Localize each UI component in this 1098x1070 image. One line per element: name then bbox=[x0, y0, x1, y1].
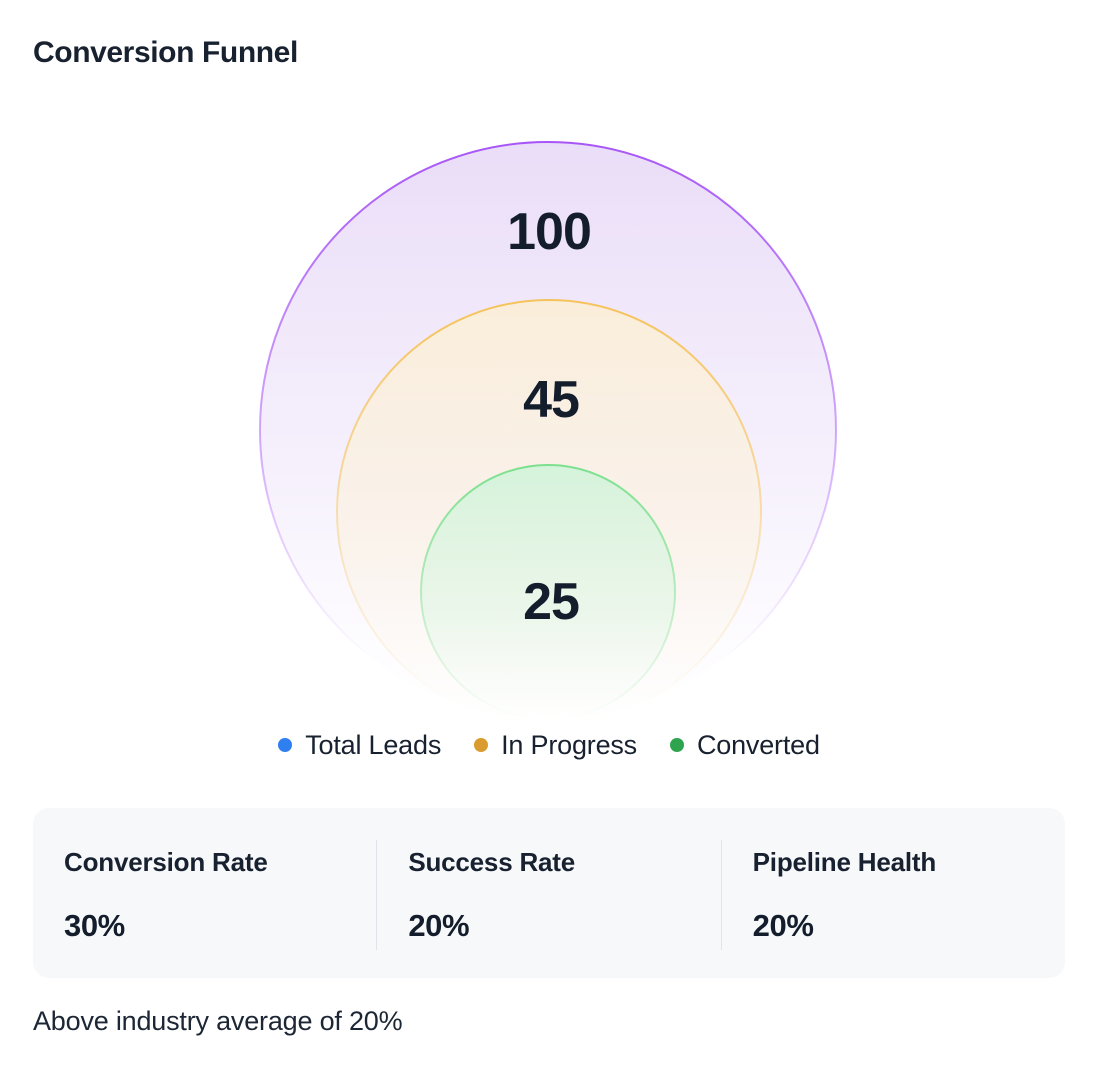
stat-label: Success Rate bbox=[408, 847, 576, 877]
chart-legend: Total Leads In Progress Converted bbox=[0, 726, 1098, 764]
stat-value: 20% bbox=[752, 908, 814, 943]
stats-panel: Conversion Rate 30% Success Rate 20% Pip… bbox=[33, 808, 1065, 978]
page-title: Conversion Funnel bbox=[33, 36, 298, 69]
legend-dot-blue-icon bbox=[278, 738, 293, 752]
stat-conversion-rate: Conversion Rate 30% bbox=[33, 808, 376, 978]
legend-item-converted[interactable]: Converted bbox=[669, 729, 820, 761]
stat-pipeline-health: Pipeline Health 20% bbox=[722, 808, 1065, 978]
stats-divider bbox=[376, 840, 378, 950]
legend-item-total-leads[interactable]: Total Leads bbox=[278, 730, 441, 761]
footnote-text: Above industry average of 20% bbox=[33, 1006, 403, 1036]
funnel-value-total-leads: 100 bbox=[507, 203, 592, 261]
stat-success-rate: Success Rate 20% bbox=[377, 808, 720, 978]
funnel-circle-converted bbox=[420, 464, 676, 720]
funnel-value-in-progress: 45 bbox=[523, 371, 580, 429]
legend-label-in-progress: In Progress bbox=[501, 729, 637, 760]
stats-divider bbox=[720, 840, 722, 950]
legend-item-in-progress[interactable]: In Progress bbox=[474, 730, 637, 761]
stat-value: 30% bbox=[64, 908, 125, 943]
funnel-chart: 100 45 25 bbox=[259, 141, 837, 725]
stat-value: 20% bbox=[408, 908, 470, 943]
legend-label-converted: Converted bbox=[696, 729, 820, 760]
legend-dot-green-icon bbox=[669, 738, 684, 752]
stat-label: Pipeline Health bbox=[752, 847, 937, 877]
stat-label: Conversion Rate bbox=[64, 847, 268, 877]
legend-label-total-leads: Total Leads bbox=[305, 729, 442, 760]
legend-dot-amber-icon bbox=[474, 738, 489, 752]
funnel-value-converted: 25 bbox=[523, 573, 580, 631]
funnel-chart-canvas bbox=[259, 141, 837, 725]
